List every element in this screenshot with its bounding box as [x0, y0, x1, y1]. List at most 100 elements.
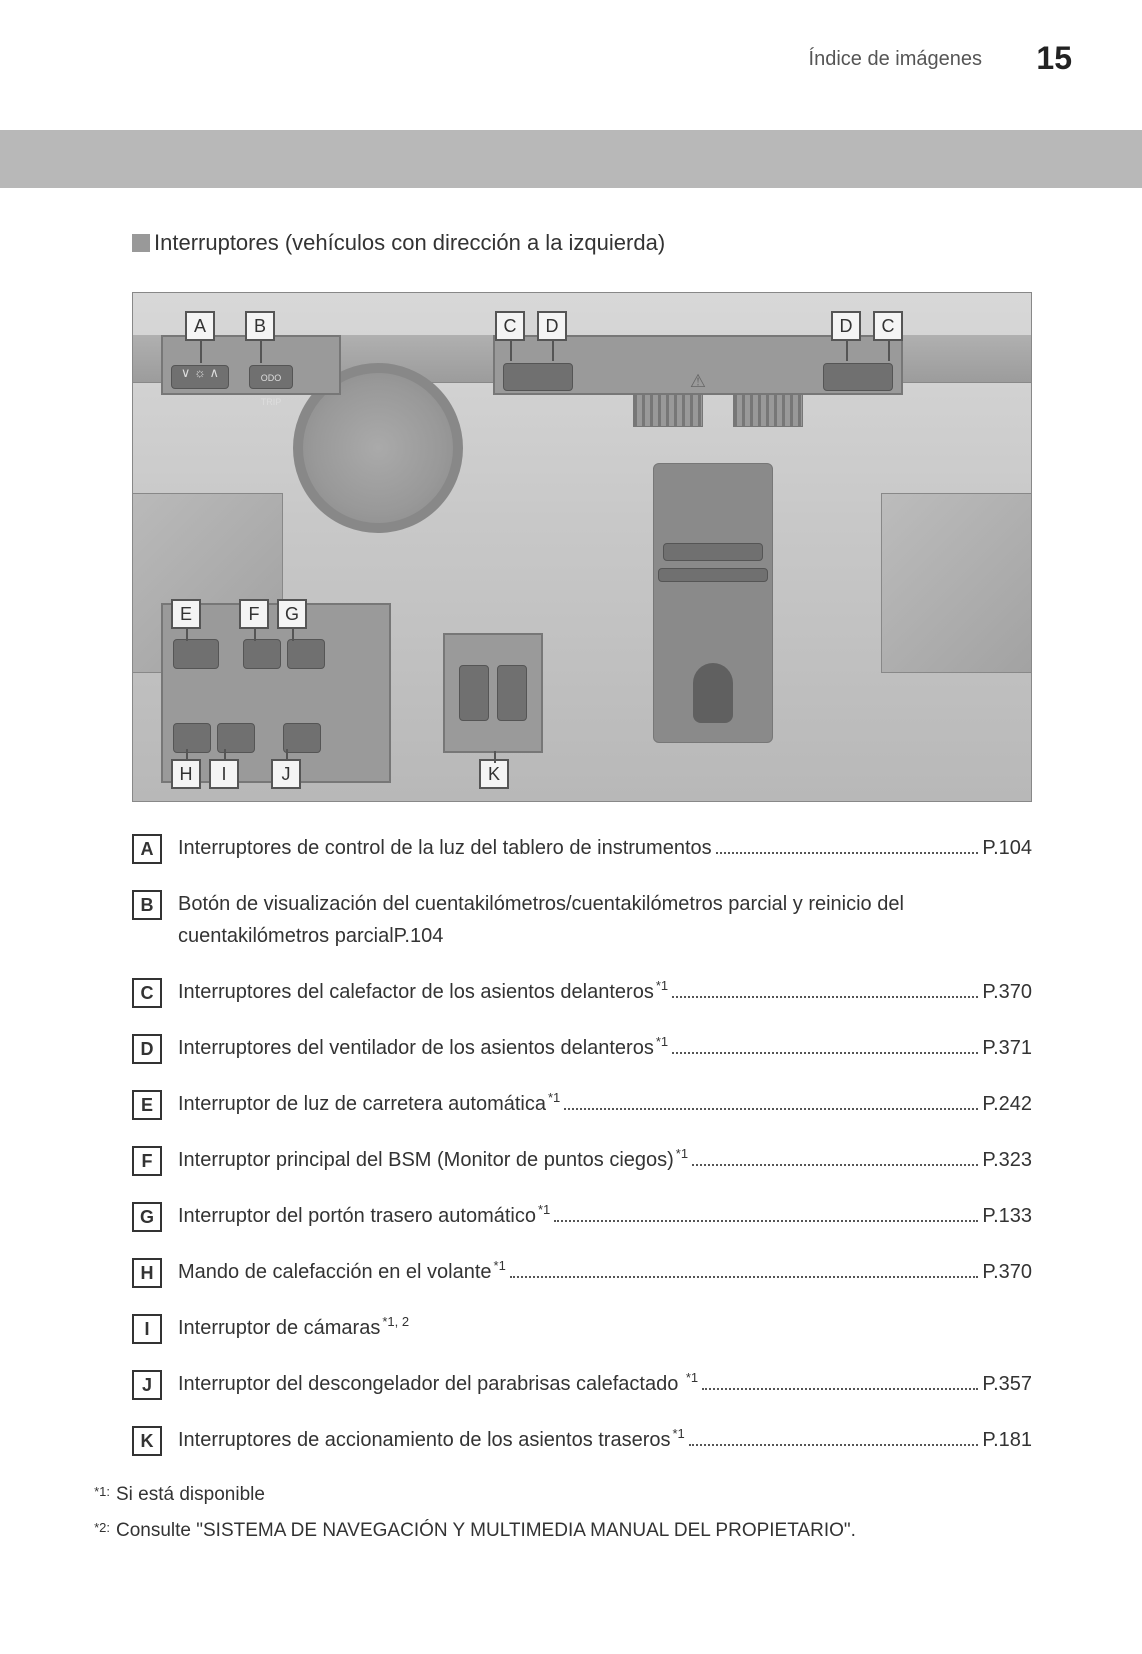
list-letter-box: F — [132, 1146, 162, 1176]
line — [888, 341, 890, 361]
callout-K: K — [479, 759, 509, 789]
list-row: D Interruptores del ventilador de los asi… — [132, 1032, 1032, 1064]
line — [186, 749, 188, 761]
callout-C-1: C — [495, 311, 525, 341]
list-letter-box: A — [132, 834, 162, 864]
gear-shifter — [693, 663, 733, 723]
list-letter-box: D — [132, 1034, 162, 1064]
page-ref: P.370 — [982, 976, 1032, 1008]
list-letter-box: G — [132, 1202, 162, 1232]
list-desc: Interruptores del calefactor de los asie… — [178, 976, 668, 1008]
line — [254, 629, 256, 641]
dimmer-btn: ∨ ☼ ∧ — [171, 365, 229, 389]
seat-heat-left — [503, 363, 573, 391]
seat-heat-right — [823, 363, 893, 391]
list-letter-box: B — [132, 890, 162, 920]
leader-dots — [716, 852, 979, 854]
page-ref: P.133 — [982, 1200, 1032, 1232]
list-desc: Interruptor de cámaras*1, 2 — [178, 1317, 409, 1339]
footnote-marker: *2: — [82, 1518, 110, 1539]
leader-dots — [689, 1444, 979, 1446]
list-row: A Interruptores de control de la luz del … — [132, 832, 1032, 864]
callout-list: A Interruptores de control de la luz del … — [132, 832, 1032, 1456]
leader-dots — [672, 1052, 978, 1054]
climate-controls — [658, 568, 768, 582]
list-letter-box: K — [132, 1426, 162, 1456]
callout-G: G — [277, 599, 307, 629]
line — [186, 629, 188, 641]
list-desc: Mando de calefacción en el volante*1 — [178, 1256, 506, 1288]
line — [224, 749, 226, 761]
footnote-row: *2: Consulte "SISTEMA DE NAVEGACIÓN Y MUL… — [82, 1516, 1032, 1546]
list-row: B Botón de visualización del cuentakilóme… — [132, 888, 1032, 952]
superscript: *1, 2 — [382, 1314, 409, 1329]
line — [286, 749, 288, 761]
list-desc: Interruptor principal del BSM (Monitor d… — [178, 1144, 688, 1176]
leader-dots — [554, 1220, 978, 1222]
list-row: H Mando de calefacción en el volante*1 P.3… — [132, 1256, 1032, 1288]
superscript: *1 — [676, 1146, 688, 1161]
superscript: *1 — [656, 978, 668, 993]
btn-j — [283, 723, 321, 753]
callout-H: H — [171, 759, 201, 789]
odo-trip-btn: ODO TRIP — [249, 365, 293, 389]
btn-g — [287, 639, 325, 669]
callout-B: B — [245, 311, 275, 341]
rear-seat-btn-l — [459, 665, 489, 721]
list-letter-box: E — [132, 1090, 162, 1120]
callout-A: A — [185, 311, 215, 341]
callout-D-2: D — [831, 311, 861, 341]
callout-C-2: C — [873, 311, 903, 341]
superscript: *1 — [494, 1258, 506, 1273]
leader-dots — [564, 1108, 978, 1110]
page-ref: P.104 — [982, 832, 1032, 864]
page-ref: P.357 — [982, 1368, 1032, 1400]
list-text: Interruptor del descongelador del parabr… — [178, 1368, 1032, 1400]
line — [200, 341, 202, 363]
list-desc: Interruptores de accionamiento de los as… — [178, 1424, 685, 1456]
list-text: Interruptor del portón trasero automátic… — [178, 1200, 1032, 1232]
line — [292, 629, 294, 641]
section-title: Interruptores (vehículos con dirección a… — [154, 230, 665, 256]
list-desc: Interruptor del portón trasero automátic… — [178, 1200, 550, 1232]
list-desc: Interruptores de control de la luz del t… — [178, 832, 712, 864]
square-bullet-icon — [132, 234, 150, 252]
zoom-panel-cd: ⚠ — [493, 335, 903, 395]
leader-dots — [702, 1388, 978, 1390]
list-text: Botón de visualización del cuentakilómet… — [178, 888, 1032, 952]
list-text: Interruptores del ventilador de los asie… — [178, 1032, 1032, 1064]
page-ref: P.370 — [982, 1256, 1032, 1288]
page-ref: P.371 — [982, 1032, 1032, 1064]
list-desc: Interruptores del ventilador de los asie… — [178, 1032, 668, 1064]
list-row: I Interruptor de cámaras*1, 2 — [132, 1312, 1032, 1344]
leader-dots — [672, 996, 978, 998]
list-letter-box: H — [132, 1258, 162, 1288]
zoom-panel-efghij — [161, 603, 391, 783]
list-row: CInterruptores del calefactor de los asi… — [132, 976, 1032, 1008]
list-row: G Interruptor del portón trasero automáti… — [132, 1200, 1032, 1232]
footnote-text: Consulte "SISTEMA DE NAVEGACIÓN Y MULTIM… — [116, 1516, 856, 1546]
list-desc: Interruptor de luz de carretera automáti… — [178, 1088, 560, 1120]
leader-dots — [510, 1276, 978, 1278]
list-letter-box: I — [132, 1314, 162, 1344]
hazard-icon: ⚠ — [690, 371, 706, 392]
callout-E: E — [171, 599, 201, 629]
leader-dots — [692, 1164, 978, 1166]
line — [260, 341, 262, 363]
list-row: JInterruptor del descongelador del parab… — [132, 1368, 1032, 1400]
btn-h — [173, 723, 211, 753]
rear-seat-btn-r — [497, 665, 527, 721]
page-content: Interruptores (vehículos con dirección a… — [132, 230, 1032, 1553]
footnote-marker: *1: — [82, 1482, 110, 1503]
radio-controls — [663, 543, 763, 561]
list-row: F Interruptor principal del BSM (Monitor … — [132, 1144, 1032, 1176]
btn-f — [243, 639, 281, 669]
superscript: *1 — [538, 1202, 550, 1217]
list-desc: Interruptor del descongelador del parabr… — [178, 1368, 698, 1400]
section-title-row: Interruptores (vehículos con dirección a… — [132, 230, 1032, 256]
list-text: Interruptores del calefactor de los asie… — [178, 976, 1032, 1008]
list-row: E Interruptor de luz de carretera automát… — [132, 1088, 1032, 1120]
list-text: Mando de calefacción en el volante*1 P.37… — [178, 1256, 1032, 1288]
list-desc: Botón de visualización del cuentakilómet… — [178, 893, 904, 947]
zoom-panel-k — [443, 633, 543, 753]
